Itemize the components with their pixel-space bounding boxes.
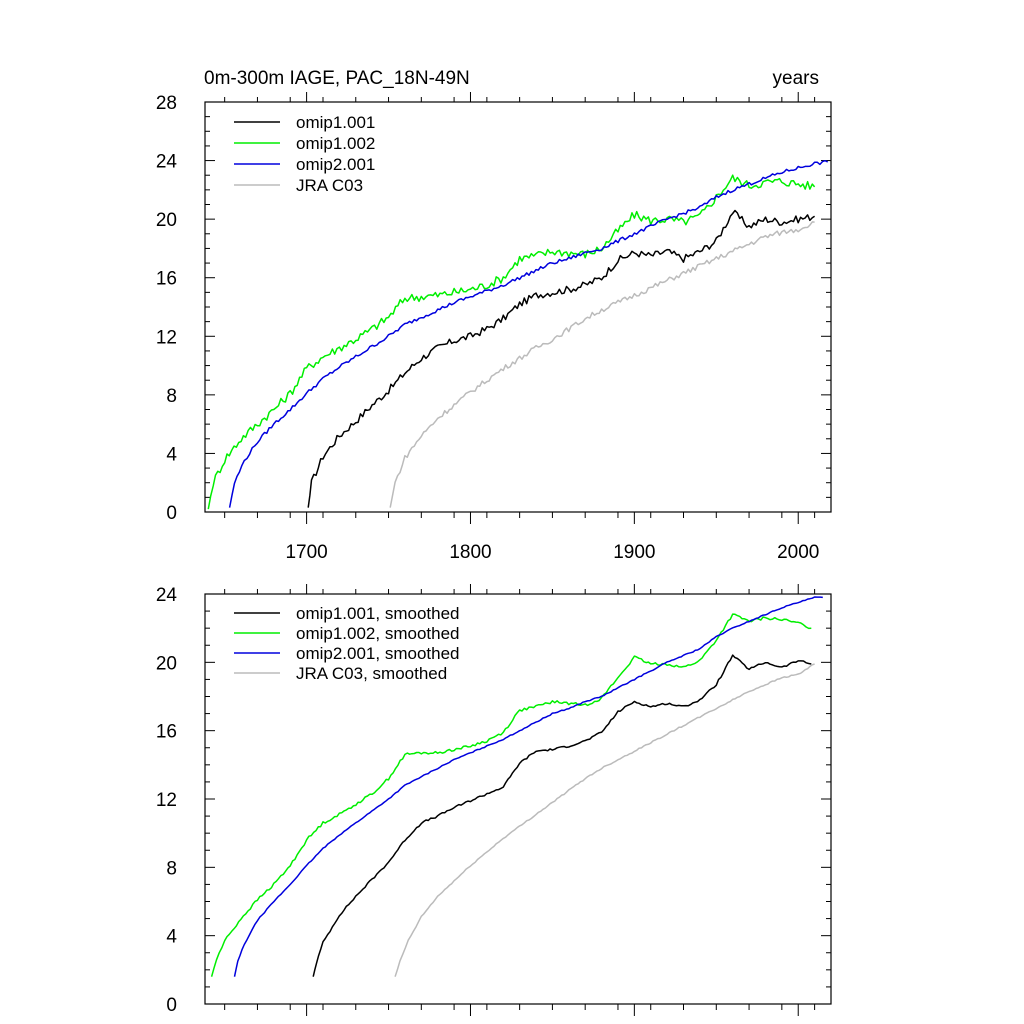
- series-line-1: [312, 654, 812, 977]
- y-tick-label: 16: [156, 269, 177, 290]
- y-tick-label: 0: [166, 995, 177, 1016]
- y-tick-label: 20: [156, 210, 177, 231]
- y-tick-label: 12: [156, 327, 177, 348]
- legend-label: omip1.002: [296, 134, 375, 153]
- series-line-2: [207, 174, 816, 510]
- units-label: years: [773, 68, 819, 89]
- series-line-3: [233, 596, 823, 977]
- x-tick-label: 1800: [449, 542, 491, 563]
- series-line-4: [394, 663, 815, 977]
- legend-label: omip1.002, smoothed: [296, 624, 460, 643]
- y-tick-label: 24: [156, 585, 178, 606]
- top-panel: 0 4 8 12 16 20 24 28 1700 1800 1900 2000 omip1.001 om…: [156, 92, 832, 563]
- series-line-1: [307, 209, 816, 508]
- legend-label: JRA C03: [296, 176, 363, 195]
- series-line-3: [228, 159, 829, 508]
- series-line-4: [389, 221, 815, 508]
- y-tick-label: 8: [166, 858, 177, 879]
- y-tick-label: 4: [166, 927, 177, 948]
- y-tick-label: 20: [156, 653, 177, 674]
- y-tick-label: 8: [166, 386, 177, 407]
- y-tick-label: 0: [166, 503, 177, 524]
- legend-label: omip1.001, smoothed: [296, 604, 460, 623]
- legend-label: omip2.001: [296, 155, 375, 174]
- legend-label: JRA C03, smoothed: [296, 664, 447, 683]
- x-tick-label: 2000: [777, 542, 819, 563]
- series-line-2: [210, 613, 812, 977]
- x-tick-label: 1700: [285, 542, 327, 563]
- legend-label: omip1.001: [296, 113, 375, 132]
- chart-title: 0m-300m IAGE, PAC_18N-49N: [204, 68, 470, 89]
- y-tick-label: 24: [156, 152, 178, 173]
- y-tick-label: 12: [156, 790, 177, 811]
- x-tick-label: 1900: [613, 542, 655, 563]
- bottom-panel: 0 4 8 12 16 20 24 omip1.001, smoothedomip1.002,…: [156, 584, 832, 1016]
- legend-label: omip2.001, smoothed: [296, 644, 460, 663]
- y-tick-label: 28: [156, 93, 177, 114]
- y-tick-label: 16: [156, 722, 177, 743]
- y-tick-label: 4: [166, 444, 177, 465]
